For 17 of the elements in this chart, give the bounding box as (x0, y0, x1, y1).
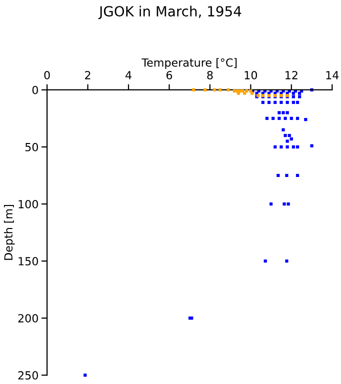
y-tick-label: 0 (32, 86, 38, 94)
y-tick-label: 50 (25, 142, 38, 152)
x-tick-label: 10 (244, 70, 258, 80)
x-tick-label: 12 (286, 70, 298, 80)
x-tick-label: 8 (207, 70, 213, 80)
y-tick-label: 200 (18, 314, 38, 322)
x-tick-label: 2 (85, 70, 90, 80)
y-tick-label: 150 (18, 257, 38, 266)
x-tick-label: 14 (326, 71, 339, 80)
x-tick-label: 6 (166, 70, 172, 80)
x-tick-label: 4 (126, 71, 132, 80)
y-tick-label: 100 (18, 200, 38, 208)
x-axis-title: Temperature [°C] (142, 58, 237, 69)
x-tick-label: 0 (44, 70, 50, 80)
chart-title: JGOK in March, 1954 (98, 6, 242, 20)
y-axis-title: Depth [m] (4, 205, 15, 260)
y-tick-label: 250 (18, 371, 38, 380)
